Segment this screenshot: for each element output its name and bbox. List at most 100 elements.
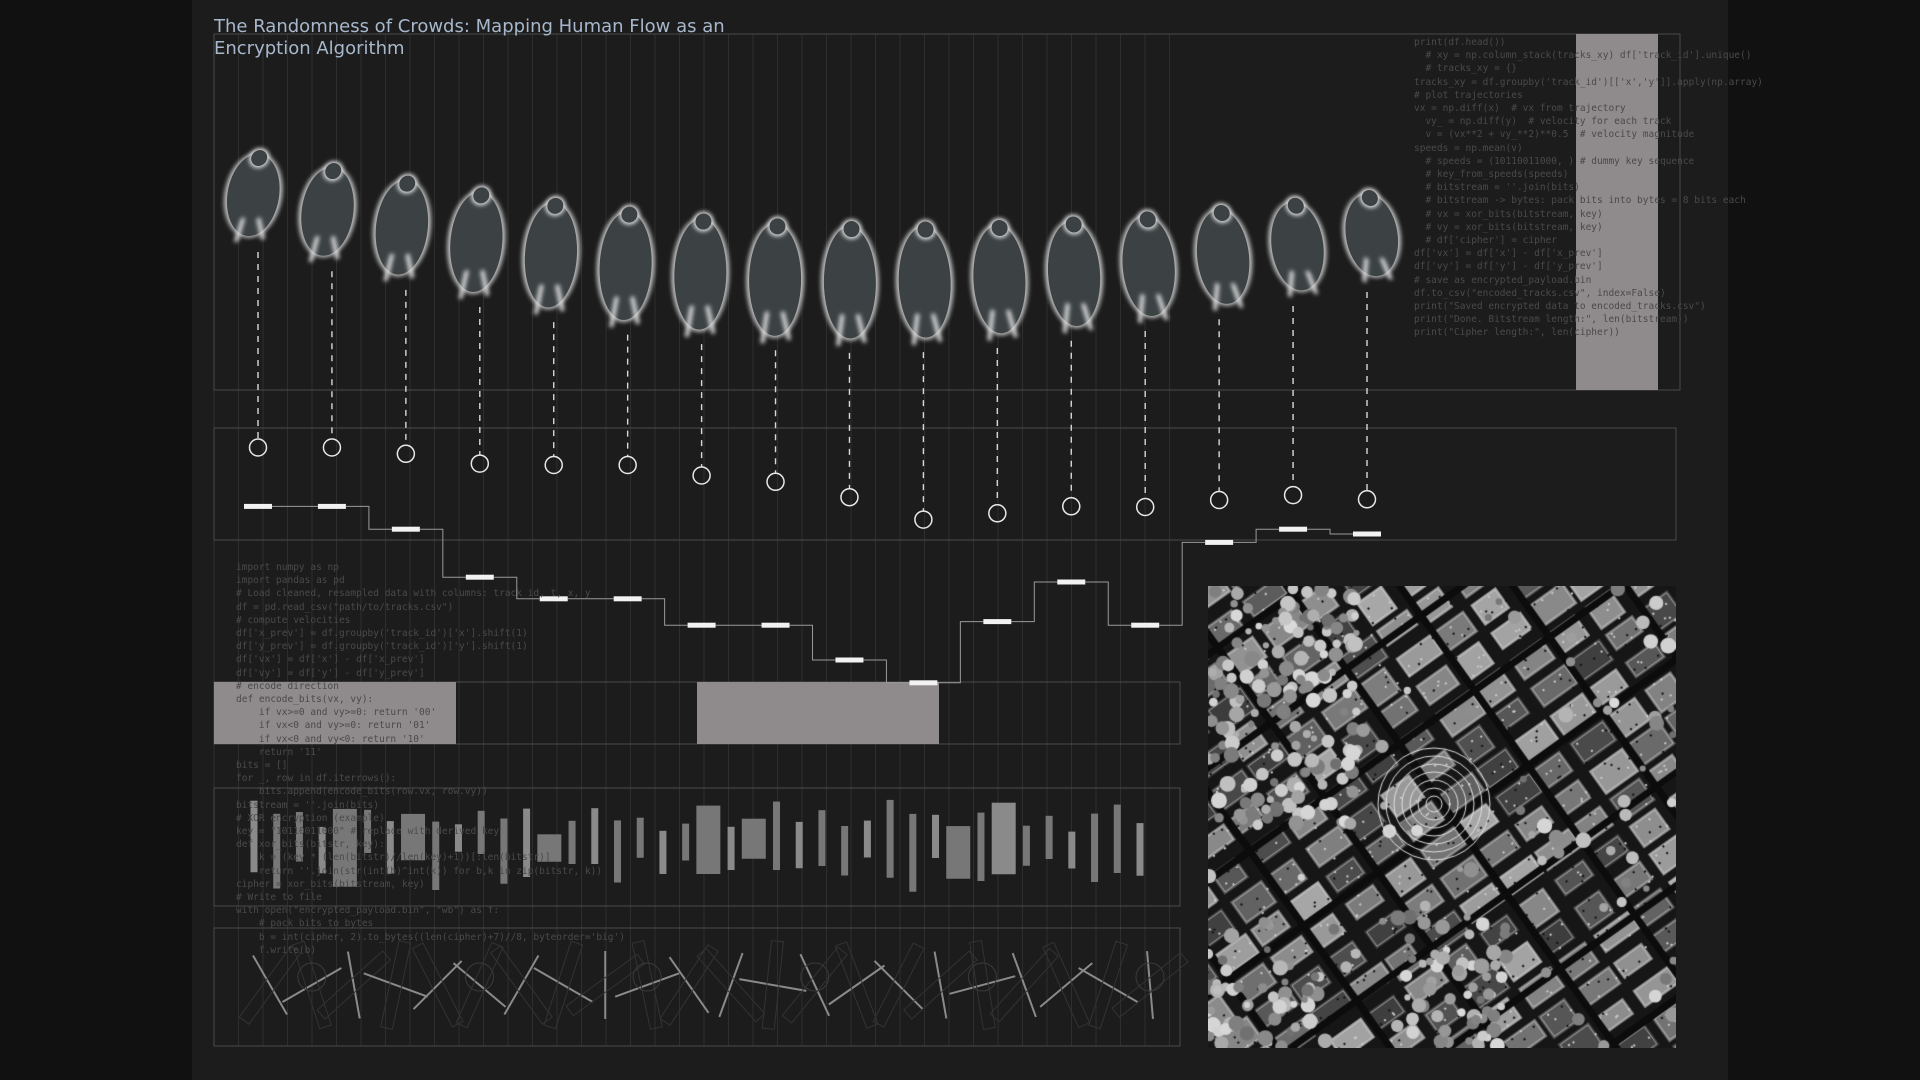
walker-figure [671, 211, 730, 338]
highlight-block-center [697, 682, 939, 744]
step-level-mark [687, 622, 716, 628]
step-level-mark [391, 526, 420, 532]
code-line: print(df.head()) [1414, 37, 1506, 48]
code-line: df['vx'] = df['x'] - df['x_prev'] [236, 654, 425, 666]
bit-bar [250, 800, 258, 873]
step-levels [244, 503, 1381, 686]
walker-head [1065, 216, 1082, 233]
walker-head [1287, 197, 1304, 214]
code-line: if vx>=0 and vy>=0: return '00' [236, 707, 437, 719]
direction-ghost-frame [872, 942, 925, 1028]
walker-body [823, 226, 876, 339]
direction-stroke [503, 955, 540, 1015]
step-connector [937, 621, 984, 684]
bars-panel-frame [213, 787, 1181, 907]
code-line: def encode_bits(vx, vy): [236, 694, 374, 706]
code-line: # plot trajectories [1414, 89, 1523, 101]
direction-ghost-frame [631, 940, 663, 1030]
direction-ghost-frame [1042, 941, 1091, 1029]
code-line: # Load cleaned, resampled data with colu… [236, 588, 591, 600]
walker-legs [987, 309, 1018, 341]
code-line: print("Done. Bitstream length:", len(bit… [1414, 314, 1689, 326]
walker-marker-circle [1135, 497, 1155, 517]
bit-bar [909, 813, 917, 892]
code-line: return ''.join(str(int(b)^int(k)) for b,… [236, 865, 603, 877]
right-highlight-block [1576, 34, 1658, 390]
walker-figure [895, 219, 954, 346]
code-line: df.to_csv("encoded_tracks.csv", index=Fa… [1414, 287, 1666, 299]
code-line: df['x_prev'] = df.groupby('track_id')['x… [236, 628, 528, 640]
direction-ghost-circle [632, 962, 662, 992]
step-connector [419, 528, 466, 578]
bit-bar [741, 818, 766, 859]
direction-stroke [949, 975, 1016, 995]
walker-marker-circle [470, 454, 490, 473]
walker-figure [820, 219, 879, 347]
bit-bar [1022, 825, 1030, 866]
walker-body [749, 223, 802, 336]
walker-marker-circle [766, 472, 785, 492]
walker-body [898, 227, 951, 338]
code-listing-left: import numpy as np import pandas as pd # L… [236, 561, 625, 957]
direction-ghost-frame [1088, 940, 1129, 1030]
direction-stroke [799, 953, 831, 1017]
bit-bar [332, 808, 357, 887]
walker-body [1196, 209, 1250, 304]
figures-panel-frame [213, 33, 1681, 391]
step-level-mark [909, 680, 938, 686]
code-line: tracks_xy = df.groupby('track_id')[['x',… [1414, 76, 1763, 88]
walker-figure [1119, 209, 1178, 323]
walker-head [547, 197, 564, 214]
bit-bar [613, 820, 621, 883]
code-line: # save as encrypted_payload.bin [1414, 274, 1592, 286]
walker-head [473, 187, 490, 204]
direction-ghost-frame [989, 947, 1059, 1023]
bit-bar [977, 812, 985, 881]
bit-bar [863, 820, 871, 858]
walker-legs [1362, 257, 1393, 283]
bit-bar [318, 826, 326, 874]
strokes-panel-frame [213, 927, 1181, 1047]
walker-body [599, 212, 652, 321]
walker-head [843, 221, 860, 238]
direction-stroke [1078, 967, 1139, 1003]
walker-marker-circle [544, 455, 563, 475]
walker-marker-circle [1357, 490, 1377, 509]
walker-figure [372, 173, 432, 282]
walker-marker-circle [396, 444, 416, 464]
code-line: vy_ = np.diff(y) # velocity for each tra… [1414, 116, 1672, 128]
bit-bar [841, 826, 849, 876]
direction-ghost-frame [968, 940, 996, 1030]
bit-bar [386, 821, 394, 874]
step-level-mark [1279, 526, 1308, 532]
code-line: # compute velocities [236, 614, 351, 626]
code-line: def xor_bits(bitstr, key): [236, 839, 385, 851]
bit-bar [537, 834, 562, 862]
walker-body [973, 225, 1026, 334]
walker-legs [1138, 294, 1168, 323]
direction-strokes [238, 940, 1189, 1030]
code-listing-right: print(df.head()) # xy = np.column_stack(… [1414, 36, 1763, 340]
walker-body [226, 154, 280, 237]
code-line: # xy = np.column_stack(tracks_xy) df['tr… [1414, 50, 1752, 62]
code-line: df['vy'] = df['y'] - df['y_prev'] [1414, 261, 1603, 273]
bit-bar [727, 826, 735, 870]
step-level-mark [1131, 622, 1160, 628]
code-line: bits.append(encode_bits(row.vx, row.vy)) [236, 786, 488, 798]
bit-bar [773, 801, 781, 870]
bit-bar [659, 830, 667, 874]
walker-head [917, 221, 934, 238]
walker-marker-circle [1283, 485, 1303, 505]
walker-legs [685, 305, 716, 338]
direction-stroke [873, 960, 924, 1010]
walker-legs [911, 313, 942, 346]
step-connector [493, 576, 540, 600]
step-level-mark [1205, 539, 1234, 545]
code-line: df['vx'] = df['x'] - df['x_prev'] [1414, 248, 1603, 260]
code-line: speeds = np.mean(v) [1414, 142, 1523, 154]
bit-bar [591, 808, 599, 864]
direction-ghost-frame [834, 941, 879, 1029]
direction-stroke [614, 972, 680, 998]
bit-bar [1136, 823, 1144, 876]
